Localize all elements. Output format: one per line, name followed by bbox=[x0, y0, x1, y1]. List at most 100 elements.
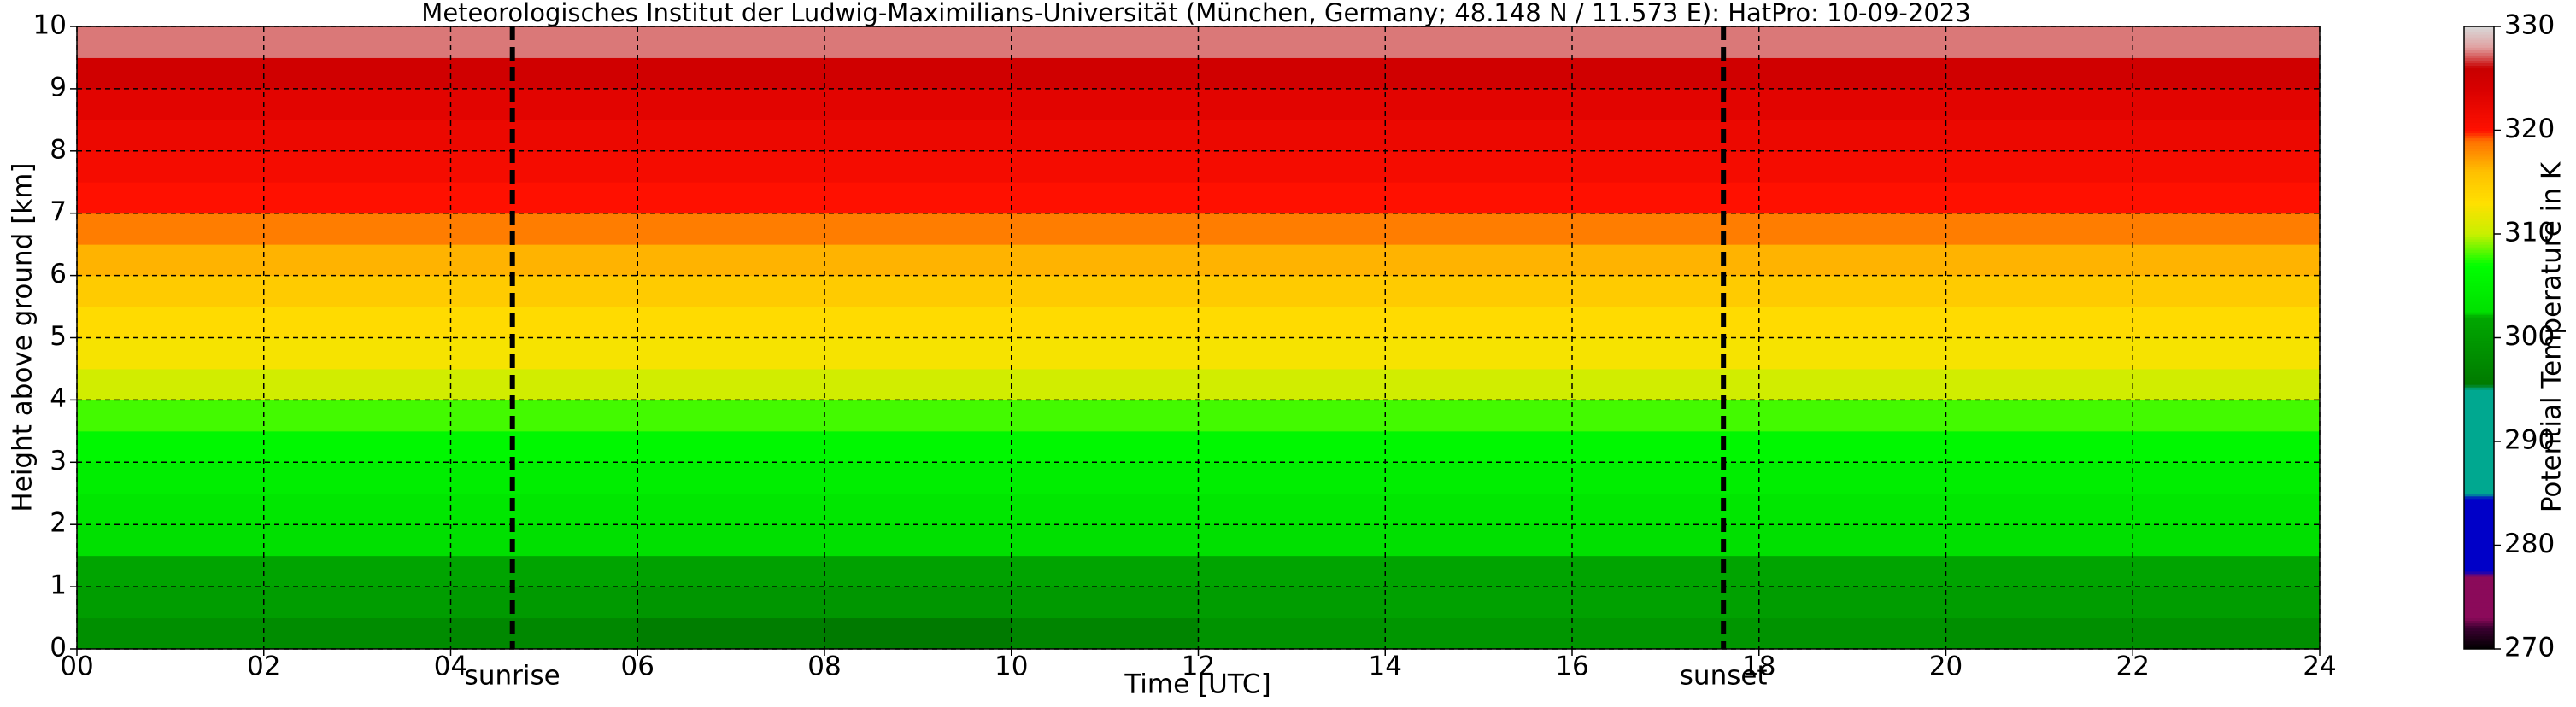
colorbar-cell bbox=[2464, 638, 2494, 642]
colorbar-cell bbox=[2464, 39, 2494, 43]
heatmap-cell bbox=[1385, 587, 1573, 619]
heatmap-cell bbox=[450, 26, 638, 58]
colorbar-cell bbox=[2464, 594, 2494, 598]
heatmap-cell bbox=[1385, 182, 1573, 214]
heatmap-cell bbox=[1572, 555, 1760, 587]
y-tick-label: 8 bbox=[50, 134, 67, 165]
colorbar-cell bbox=[2464, 242, 2494, 245]
y-tick-label: 0 bbox=[50, 633, 67, 663]
heatmap-cell bbox=[637, 400, 825, 432]
heatmap-cell bbox=[450, 213, 638, 245]
colorbar-cell bbox=[2464, 365, 2494, 370]
colorbar-cell bbox=[2464, 42, 2494, 45]
heatmap-cell bbox=[77, 337, 265, 370]
heatmap-cell bbox=[2133, 244, 2321, 277]
colorbar-cell bbox=[2464, 374, 2494, 377]
heatmap-cell bbox=[1572, 337, 1760, 370]
heatmap-cell bbox=[2133, 182, 2321, 214]
colorbar-cell bbox=[2464, 435, 2494, 440]
colorbar-cell bbox=[2464, 495, 2494, 500]
heatmap-cell bbox=[263, 213, 451, 245]
heatmap-cell bbox=[637, 462, 825, 494]
colorbar-cell bbox=[2464, 80, 2494, 85]
colorbar-cell bbox=[2464, 467, 2494, 470]
heatmap-cell bbox=[263, 587, 451, 619]
colorbar-cell bbox=[2464, 88, 2494, 92]
x-tick-label: 20 bbox=[1929, 651, 1963, 682]
colorbar-cell bbox=[2464, 117, 2494, 120]
colorbar-cell bbox=[2464, 317, 2494, 320]
heatmap-cell bbox=[1945, 120, 2133, 152]
colorbar-cell bbox=[2464, 587, 2494, 590]
heatmap-cell bbox=[1945, 307, 2133, 338]
heatmap-cell bbox=[263, 368, 451, 400]
heatmap-cell bbox=[1758, 275, 1946, 307]
y-tick-label: 3 bbox=[50, 446, 67, 476]
colorbar-cell bbox=[2464, 454, 2494, 458]
heatmap-cell bbox=[2133, 88, 2321, 120]
colorbar-cell bbox=[2464, 155, 2494, 160]
heatmap-cell bbox=[450, 150, 638, 183]
heatmap-cell bbox=[450, 57, 638, 90]
heatmap-cell bbox=[263, 337, 451, 370]
heatmap-cell bbox=[1385, 337, 1573, 370]
heatmap-cell bbox=[1198, 524, 1386, 557]
heatmap-cell bbox=[824, 307, 1012, 338]
colorbar-cell bbox=[2464, 545, 2494, 549]
heatmap-cell bbox=[1011, 337, 1199, 370]
colorbar-cell bbox=[2464, 249, 2494, 253]
colorbar-cell bbox=[2464, 470, 2494, 473]
colorbar-cell bbox=[2464, 508, 2494, 512]
colorbar-cell bbox=[2464, 309, 2494, 313]
colorbar-cell bbox=[2464, 620, 2494, 624]
heatmap-cell bbox=[2133, 400, 2321, 432]
heatmap-cell bbox=[77, 244, 265, 277]
y-tick-label: 6 bbox=[50, 259, 67, 289]
x-tick-label: 00 bbox=[60, 651, 93, 682]
colorbar-cell bbox=[2464, 415, 2494, 419]
heatmap-cell bbox=[77, 524, 265, 557]
colorbar-cell bbox=[2464, 44, 2494, 48]
x-tick-label: 04 bbox=[434, 651, 467, 682]
colorbar-cell bbox=[2464, 270, 2494, 274]
heatmap-cell bbox=[2133, 587, 2321, 619]
heatmap-cell bbox=[1011, 244, 1199, 277]
heatmap-cell bbox=[77, 213, 265, 245]
x-tick-label: 08 bbox=[807, 651, 841, 682]
heatmap-cell bbox=[1572, 244, 1760, 277]
colorbar-cell bbox=[2464, 400, 2494, 403]
colorbar-cell bbox=[2464, 285, 2494, 289]
colorbar-cell bbox=[2464, 482, 2494, 487]
heatmap-cell bbox=[1385, 524, 1573, 557]
heatmap-cell bbox=[1385, 617, 1573, 650]
colorbar-label: Potential Temperature in K bbox=[2537, 161, 2567, 512]
colorbar-cell bbox=[2464, 197, 2494, 202]
colorbar-cell bbox=[2464, 200, 2494, 204]
colorbar-cell bbox=[2464, 490, 2494, 494]
colorbar-cell bbox=[2464, 535, 2494, 538]
colorbar-cell bbox=[2464, 402, 2494, 406]
heatmap-cell bbox=[1011, 587, 1199, 619]
colorbar-cell bbox=[2464, 85, 2494, 90]
colorbar-cell bbox=[2464, 275, 2494, 279]
colorbar-cell bbox=[2464, 418, 2494, 422]
heatmap-cell bbox=[77, 617, 265, 650]
heatmap-cell bbox=[1945, 57, 2133, 90]
heatmap-cell bbox=[1385, 213, 1573, 245]
colorbar-cell bbox=[2464, 605, 2494, 608]
heatmap-cell bbox=[1945, 26, 2133, 58]
colorbar-cell bbox=[2464, 280, 2494, 284]
heatmap-cell bbox=[263, 88, 451, 120]
colorbar-cell bbox=[2464, 304, 2494, 307]
heatmap-cell bbox=[1011, 57, 1199, 90]
colorbar-cell bbox=[2464, 220, 2494, 225]
colorbar-cell bbox=[2464, 70, 2494, 74]
heatmap-cell bbox=[263, 57, 451, 90]
colorbar-cell bbox=[2464, 163, 2494, 167]
x-tick-label: 22 bbox=[2116, 651, 2150, 682]
colorbar-cell bbox=[2464, 360, 2494, 365]
heatmap-cell bbox=[263, 150, 451, 183]
heatmap-cell bbox=[77, 275, 265, 307]
colorbar-cell bbox=[2464, 358, 2494, 362]
